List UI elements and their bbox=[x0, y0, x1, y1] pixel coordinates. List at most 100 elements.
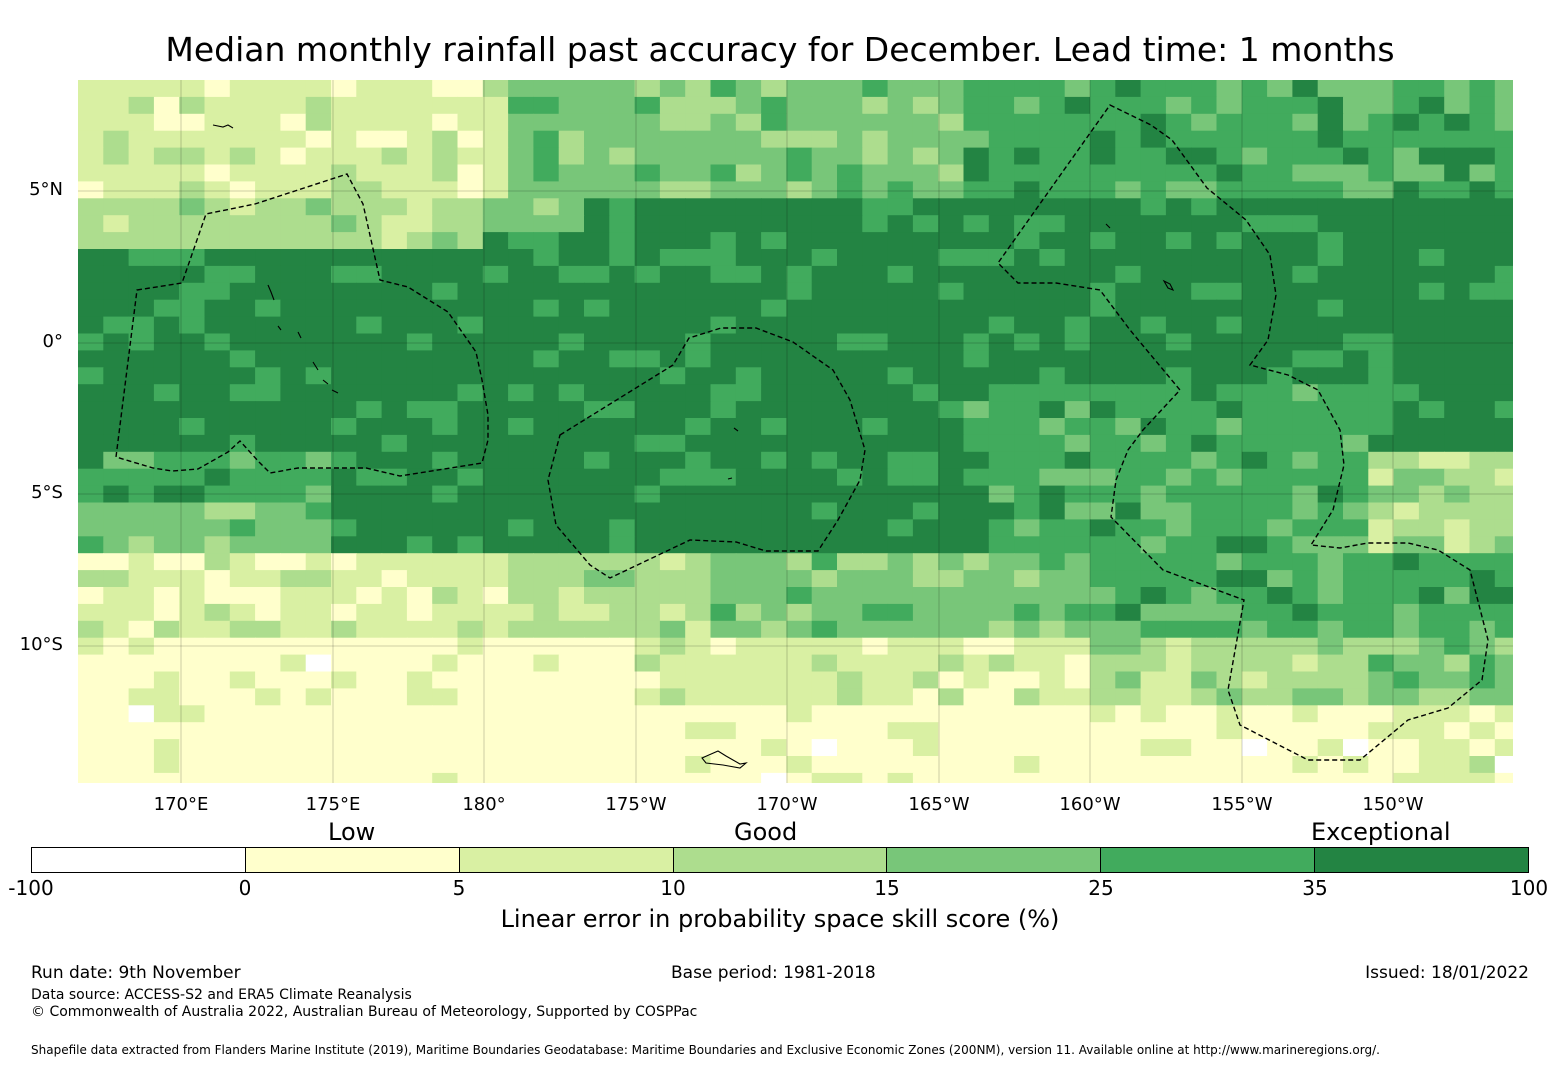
grid-cell bbox=[1343, 299, 1369, 318]
grid-cell bbox=[1090, 181, 1116, 199]
grid-cell bbox=[1368, 299, 1395, 318]
grid-cell bbox=[1343, 198, 1369, 216]
grid-cell bbox=[331, 147, 357, 166]
grid-cell bbox=[78, 536, 104, 554]
grid-cell bbox=[381, 249, 408, 267]
grid-cell bbox=[938, 434, 965, 453]
grid-cell bbox=[1064, 688, 1091, 706]
grid-cell bbox=[533, 756, 560, 774]
grid-cell bbox=[685, 215, 712, 233]
grid-cell bbox=[988, 451, 1015, 470]
grid-cell bbox=[811, 401, 838, 419]
grid-cell bbox=[1292, 722, 1319, 740]
grid-cell bbox=[1140, 722, 1167, 740]
grid-cell bbox=[887, 553, 914, 571]
grid-cell bbox=[1317, 603, 1344, 622]
grid-cell bbox=[938, 637, 965, 656]
grid-cell bbox=[938, 536, 965, 554]
grid-cell bbox=[103, 249, 130, 267]
grid-cell bbox=[432, 181, 459, 199]
grid-cell bbox=[685, 350, 712, 368]
grid-cell bbox=[862, 181, 889, 199]
grid-cell bbox=[128, 113, 155, 132]
grid-cell bbox=[558, 215, 585, 233]
grid-cell bbox=[1064, 265, 1091, 284]
grid-cell bbox=[204, 620, 231, 639]
grid-cell bbox=[1014, 130, 1040, 149]
grid-cell bbox=[331, 181, 357, 199]
grid-cell bbox=[482, 316, 509, 335]
grid-cell bbox=[1444, 80, 1471, 98]
grid-cell bbox=[229, 232, 256, 250]
grid-cell bbox=[837, 671, 863, 689]
grid-cell bbox=[457, 113, 484, 132]
grid-cell bbox=[685, 536, 712, 554]
grid-cell bbox=[1216, 739, 1243, 757]
grid-cell bbox=[1241, 519, 1268, 537]
grid-cell bbox=[1267, 772, 1293, 783]
grid-cell bbox=[508, 519, 534, 537]
grid-cell bbox=[837, 164, 863, 182]
island-butaritari bbox=[212, 124, 234, 129]
grid-cell bbox=[280, 705, 307, 723]
grid-cell bbox=[887, 620, 914, 639]
grid-cell bbox=[1014, 637, 1040, 656]
grid-cell bbox=[356, 401, 383, 419]
grid-cell bbox=[406, 654, 433, 673]
grid-cell bbox=[457, 130, 484, 149]
grid-cell bbox=[432, 637, 459, 656]
grid-cell bbox=[609, 688, 636, 706]
grid-cell bbox=[255, 232, 281, 250]
grid-cell bbox=[634, 671, 661, 689]
grid-cell bbox=[1064, 316, 1091, 335]
grid-cell bbox=[1317, 384, 1344, 402]
grid-cell bbox=[229, 350, 256, 368]
grid-cell bbox=[963, 772, 990, 783]
grid-cell bbox=[406, 384, 433, 402]
grid-cell bbox=[1241, 451, 1268, 470]
grid-cell bbox=[558, 536, 585, 554]
grid-cell bbox=[862, 232, 889, 250]
grid-cell bbox=[204, 637, 231, 656]
grid-cell bbox=[508, 401, 534, 419]
grid-cell bbox=[862, 705, 889, 723]
grid-cell bbox=[508, 468, 534, 487]
grid-cell bbox=[406, 502, 433, 520]
lon-label-155w: 155°W bbox=[1211, 794, 1273, 815]
skill-score-map[interactable] bbox=[78, 80, 1513, 783]
grid-cell bbox=[1165, 147, 1192, 166]
grid-cell bbox=[811, 502, 838, 520]
grid-cell bbox=[584, 418, 610, 436]
grid-cell bbox=[710, 350, 737, 368]
grid-cell bbox=[204, 130, 231, 149]
grid-cell bbox=[280, 96, 307, 115]
grid-cell bbox=[634, 350, 661, 368]
grid-cell bbox=[1241, 739, 1268, 757]
grid-cell bbox=[912, 553, 939, 571]
grid-cell bbox=[482, 164, 509, 182]
grid-cell bbox=[1418, 637, 1445, 656]
grid-cell bbox=[280, 553, 307, 571]
grid-cell bbox=[255, 215, 281, 233]
grid-cell bbox=[1090, 434, 1116, 453]
grid-cell bbox=[938, 198, 965, 216]
grid-cell bbox=[837, 80, 863, 98]
grid-cell bbox=[179, 181, 206, 199]
grid-cell bbox=[128, 299, 155, 318]
grid-cell bbox=[1064, 756, 1091, 774]
grid-cell bbox=[1014, 772, 1040, 783]
grid-cell bbox=[685, 553, 712, 571]
grid-cell bbox=[1165, 620, 1192, 639]
grid-cell bbox=[811, 130, 838, 149]
grid-cell bbox=[1393, 671, 1420, 689]
grid-cell bbox=[103, 485, 130, 504]
grid-cell bbox=[862, 637, 889, 656]
grid-cell bbox=[406, 603, 433, 622]
grid-cell bbox=[305, 147, 332, 166]
grid-cell bbox=[153, 671, 180, 689]
grid-cell bbox=[1368, 265, 1395, 284]
grid-cell bbox=[255, 299, 281, 318]
grid-cell bbox=[786, 80, 813, 98]
grid-cell bbox=[1469, 502, 1496, 520]
grid-cell bbox=[685, 756, 712, 774]
